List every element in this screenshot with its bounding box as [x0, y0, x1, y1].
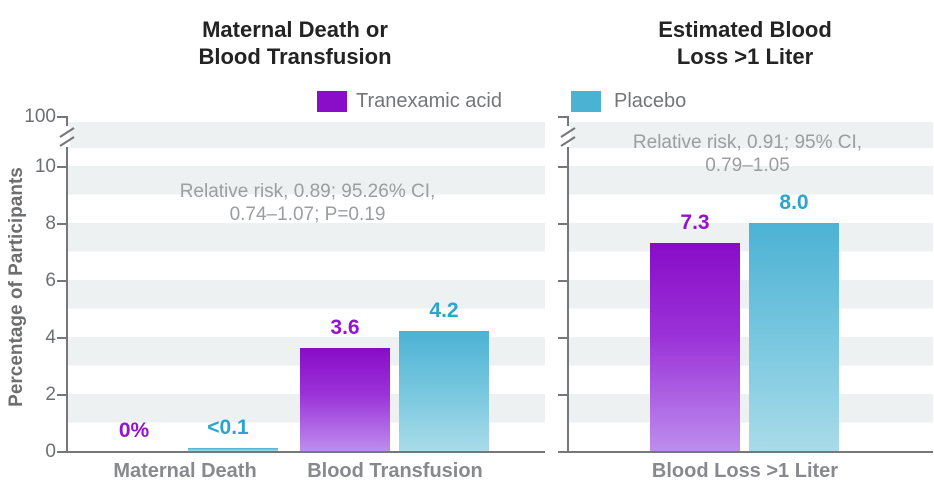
y-tick-2: [57, 394, 66, 397]
x-axis-line-right: [567, 451, 933, 454]
legend-swatch-tranexamic-icon: [317, 91, 347, 112]
legend-label-tranexamic: Tranexamic acid: [356, 90, 502, 112]
category-label-blood-transfusion: Blood Transfusion: [307, 460, 483, 482]
axis-break-icon: [560, 126, 576, 147]
panel-title-left-line1: Maternal Death or: [202, 17, 388, 42]
y-tick-6-right: [558, 280, 567, 283]
bar-tranexamic-blood-transfusion: [300, 348, 390, 451]
bar-placebo-blood-transfusion: [399, 331, 489, 451]
y-tick-100: [57, 116, 66, 119]
panel-title-right-line1: Estimated Blood: [658, 17, 832, 42]
plot-area-right: 7.3 8.0: [558, 116, 933, 454]
value-label-placebo-blood-loss: 8.0: [779, 191, 809, 214]
category-label-maternal-death: Maternal Death: [113, 460, 257, 482]
y-tick-2-right: [558, 394, 567, 397]
value-label-tranexamic-maternal-death: 0%: [118, 419, 150, 442]
y-tick-label-0: 0: [45, 441, 56, 462]
y-axis-line-right: [567, 116, 570, 453]
y-tick-0-right: [558, 451, 567, 454]
bar-placebo-blood-loss: [749, 223, 839, 451]
value-label-placebo-maternal-death: <0.1: [207, 416, 249, 440]
y-tick-label-2: 2: [45, 384, 56, 405]
plot-area-left: 0% <0.1 3.6 4.2: [57, 116, 545, 454]
axis-break-icon: [59, 126, 75, 147]
annotation-right-line2: 0.79–1.05: [705, 155, 790, 176]
y-tick-8-right: [558, 223, 567, 226]
y-tick-10-right: [558, 166, 567, 169]
y-tick-label-100: 100: [24, 106, 56, 127]
bar-tranexamic-blood-loss: [650, 242, 740, 451]
bar-placebo-maternal-death: [188, 448, 278, 451]
panel-title-right-line2: Loss >1 Liter: [676, 44, 814, 69]
value-label-placebo-blood-transfusion: 4.2: [429, 299, 459, 323]
y-tick-8: [57, 223, 66, 226]
y-tick-label-8: 8: [45, 213, 56, 234]
y-tick-6: [57, 280, 66, 283]
annotation-left-line1: Relative risk, 0.89; 95.26% CI,: [179, 181, 436, 202]
panel-title-left-line2: Blood Transfusion: [198, 44, 392, 69]
x-axis-line-left: [66, 451, 545, 454]
y-tick-4-right: [558, 337, 567, 340]
y-tick-0: [57, 451, 66, 454]
annotation-left-line2: 0.74–1.07; P=0.19: [229, 204, 386, 225]
annotation-right: Relative risk, 0.91; 95% CI, 0.79–1.05: [575, 131, 920, 177]
annotation-left: Relative risk, 0.89; 95.26% CI, 0.74–1.0…: [115, 180, 500, 226]
background-band-break-right: [569, 116, 933, 166]
category-label-blood-loss: Blood Loss >1 Liter: [651, 460, 839, 482]
y-tick-label-6: 6: [45, 270, 56, 291]
annotation-right-line1: Relative risk, 0.91; 95% CI,: [632, 132, 863, 153]
background-band-break-left: [68, 116, 545, 166]
value-label-tranexamic-blood-transfusion: 3.6: [330, 316, 360, 340]
legend-swatch-placebo-icon: [571, 91, 601, 112]
panel-title-right: Estimated Blood Loss >1 Liter: [555, 16, 934, 70]
value-label-tranexamic-blood-loss: 7.3: [680, 210, 710, 234]
y-tick-label-4: 4: [45, 327, 56, 348]
y-tick-10: [57, 166, 66, 169]
y-tick-label-10: 10: [34, 156, 56, 177]
y-tick-100-right: [558, 116, 567, 119]
y-tick-4: [57, 337, 66, 340]
panel-title-left: Maternal Death or Blood Transfusion: [95, 16, 495, 70]
y-axis-line-left: [66, 116, 69, 453]
legend-label-placebo: Placebo: [614, 90, 687, 112]
